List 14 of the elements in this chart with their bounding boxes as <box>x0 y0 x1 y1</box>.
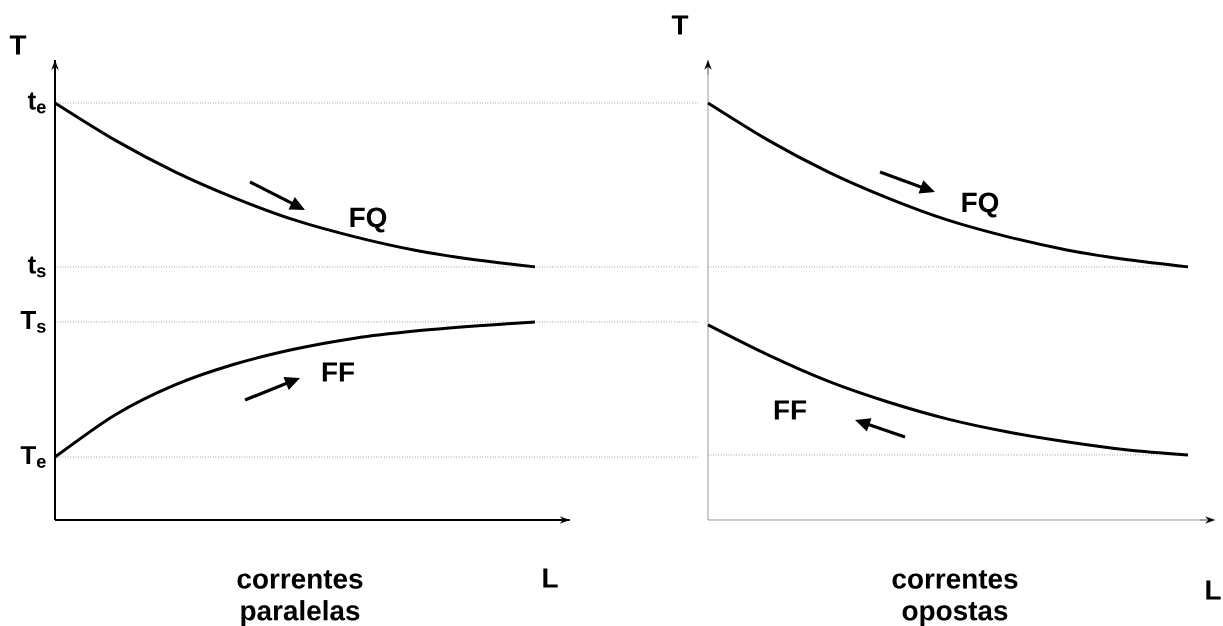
y-axis-title: T <box>671 15 689 35</box>
ref-line-label: t$_{s}$ <box>27 256 46 278</box>
legend-label: FF <box>774 400 807 420</box>
ref-line-label: T$_{s}$ <box>20 311 46 333</box>
ref-line-label: T$_{e}$ <box>20 446 46 468</box>
text: L <box>543 568 558 588</box>
x-axis-title: correntes paralelas <box>237 570 363 626</box>
ref-line-label: t$_{e}$ <box>27 92 46 114</box>
text: L <box>1206 580 1221 600</box>
series-label: FQ <box>962 192 999 218</box>
legend-label: FF <box>322 362 355 382</box>
series-label: FQ <box>350 207 387 233</box>
x-axis-title: correntes opostas <box>892 570 1018 626</box>
y-axis-title: T <box>9 35 27 55</box>
